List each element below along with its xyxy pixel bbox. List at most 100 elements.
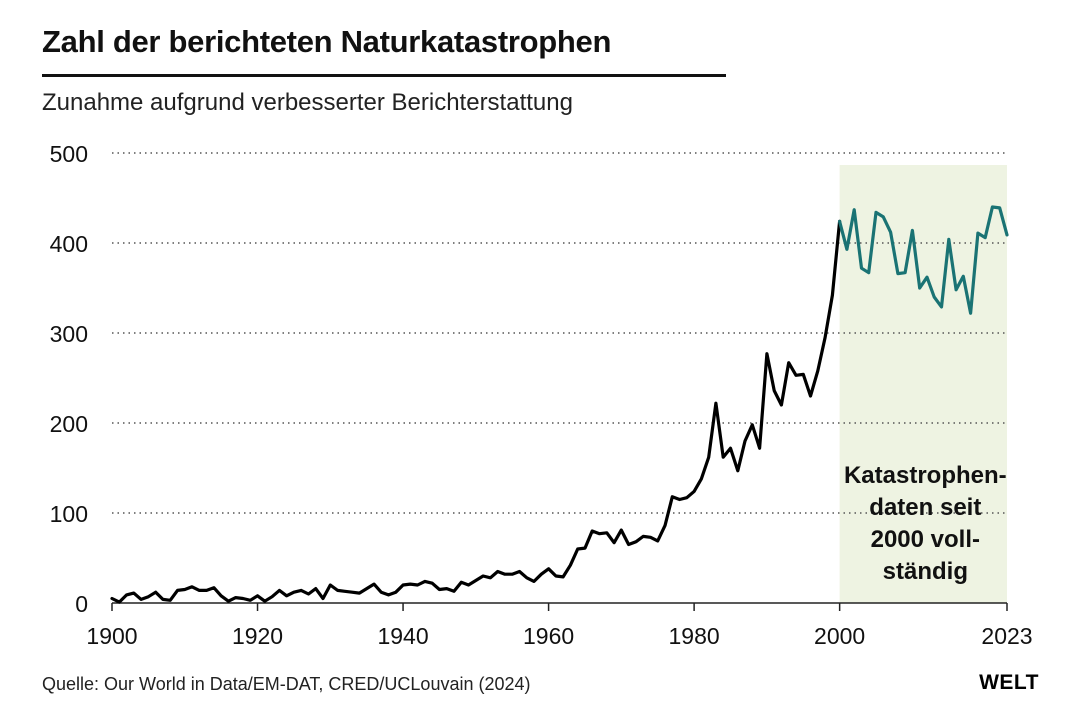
data-point-1936 — [373, 583, 375, 585]
data-point-1920 — [256, 595, 258, 597]
y-tick-label-200: 200 — [50, 411, 88, 437]
data-point-1961 — [555, 575, 557, 577]
data-point-2005 — [875, 211, 877, 213]
data-point-1981 — [700, 478, 702, 480]
data-point-1929 — [322, 597, 324, 599]
data-point-2014 — [940, 306, 942, 308]
data-point-1957 — [526, 577, 528, 579]
data-point-2020 — [984, 236, 986, 238]
data-point-2009 — [904, 272, 906, 274]
data-point-1958 — [533, 580, 535, 582]
data-point-1994 — [795, 374, 797, 376]
highlight-annotation-line-4: ständig — [883, 558, 968, 585]
data-point-1913 — [205, 589, 207, 591]
data-point-1965 — [584, 547, 586, 549]
data-point-1919 — [249, 599, 251, 601]
data-point-2021 — [991, 206, 993, 208]
data-point-2018 — [969, 312, 971, 314]
data-point-2019 — [977, 232, 979, 234]
data-point-1954 — [504, 573, 506, 575]
title-underline — [42, 74, 726, 77]
data-point-1992 — [780, 404, 782, 406]
data-point-1978 — [678, 498, 680, 500]
data-point-1944 — [431, 582, 433, 584]
data-point-2010 — [911, 229, 913, 231]
data-point-1911 — [191, 586, 193, 588]
data-point-2011 — [918, 287, 920, 289]
data-point-1912 — [198, 589, 200, 591]
data-point-1938 — [387, 594, 389, 596]
chart-title: Zahl der berichteten Naturkatastrophen — [42, 24, 612, 59]
data-point-1908 — [169, 599, 171, 601]
data-point-1902 — [125, 594, 127, 596]
data-point-1971 — [627, 543, 629, 545]
data-point-1900 — [111, 597, 113, 599]
highlight-annotation-line-2: daten seit — [869, 494, 981, 521]
data-point-1905 — [147, 596, 149, 598]
y-tick-label-100: 100 — [50, 501, 88, 527]
data-point-1973 — [642, 535, 644, 537]
data-point-2001 — [846, 248, 848, 250]
data-point-1930 — [329, 584, 331, 586]
data-point-1995 — [802, 373, 804, 375]
data-point-1927 — [307, 593, 309, 595]
y-tick-label-0: 0 — [75, 591, 88, 617]
data-point-1975 — [657, 540, 659, 542]
data-point-1901 — [118, 601, 120, 603]
data-point-1964 — [576, 548, 578, 550]
data-point-1951 — [482, 575, 484, 577]
data-point-1922 — [271, 596, 273, 598]
data-point-1953 — [496, 570, 498, 572]
x-tick-label-1920: 1920 — [232, 623, 283, 649]
x-tick-label-1960: 1960 — [523, 623, 574, 649]
data-point-1962 — [562, 576, 564, 578]
data-point-1940 — [402, 584, 404, 586]
data-point-1997 — [817, 370, 819, 372]
data-point-1976 — [664, 524, 666, 526]
data-point-1932 — [344, 590, 346, 592]
data-point-1998 — [824, 336, 826, 338]
data-point-1946 — [446, 587, 448, 589]
data-point-2002 — [853, 209, 855, 211]
data-point-1935 — [365, 587, 367, 589]
data-point-1939 — [395, 591, 397, 593]
data-point-1926 — [300, 589, 302, 591]
data-point-1980 — [693, 490, 695, 492]
data-point-1993 — [788, 362, 790, 364]
data-point-2012 — [926, 276, 928, 278]
data-point-1934 — [358, 592, 360, 594]
data-point-1942 — [416, 584, 418, 586]
data-point-2006 — [882, 216, 884, 218]
data-point-2017 — [962, 275, 964, 277]
data-point-1977 — [671, 496, 673, 498]
data-point-1983 — [715, 402, 717, 404]
data-point-1941 — [409, 583, 411, 585]
data-point-1960 — [547, 568, 549, 570]
data-point-1921 — [264, 600, 266, 602]
data-point-1947 — [453, 590, 455, 592]
data-point-1972 — [635, 541, 637, 543]
data-point-2003 — [860, 267, 862, 269]
data-point-2000 — [838, 220, 840, 222]
source-note: Quelle: Our World in Data/EM-DAT, CRED/U… — [42, 674, 531, 694]
data-point-1907 — [162, 598, 164, 600]
data-point-1906 — [154, 591, 156, 593]
data-point-1984 — [722, 456, 724, 458]
data-point-1916 — [227, 600, 229, 602]
data-point-1928 — [315, 587, 317, 589]
data-point-1949 — [467, 584, 469, 586]
data-point-1979 — [686, 497, 688, 499]
data-point-1959 — [540, 573, 542, 575]
data-point-1990 — [766, 353, 768, 355]
data-point-1969 — [613, 542, 615, 544]
data-point-2022 — [999, 207, 1001, 209]
data-point-1933 — [351, 591, 353, 593]
data-point-1963 — [569, 564, 571, 566]
data-point-1945 — [438, 588, 440, 590]
data-point-1999 — [831, 294, 833, 296]
data-point-1974 — [649, 536, 651, 538]
data-point-1987 — [744, 440, 746, 442]
data-point-1991 — [773, 389, 775, 391]
y-tick-label-300: 300 — [50, 321, 88, 347]
data-point-1970 — [620, 529, 622, 531]
